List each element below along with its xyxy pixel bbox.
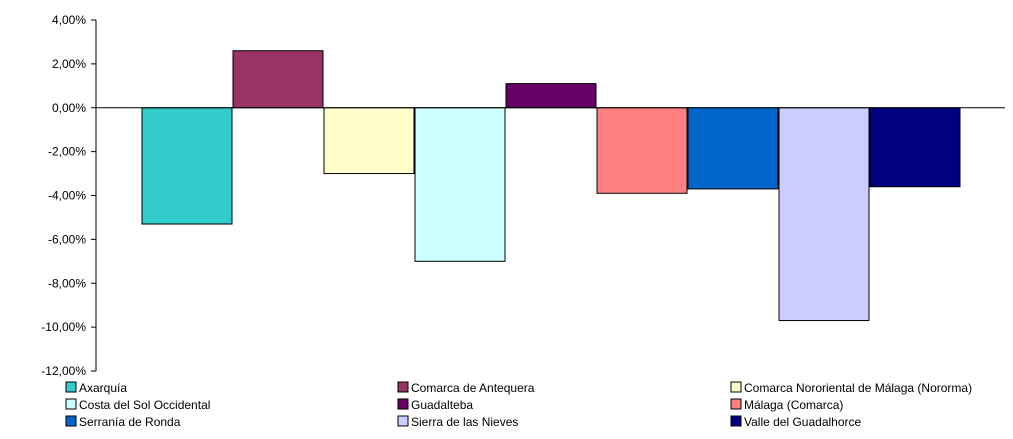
- bar: [687, 107, 779, 190]
- legend-swatch: [65, 415, 77, 427]
- legend-label: Guadalteba: [411, 398, 473, 412]
- legend-swatch: [397, 415, 409, 427]
- y-tick-label: -8,00%: [48, 276, 86, 290]
- legend-swatch: [730, 381, 742, 393]
- legend-swatch: [65, 381, 77, 393]
- legend-label: Comarca de Antequera: [411, 381, 535, 395]
- bar: [232, 50, 324, 109]
- legend-swatch: [730, 398, 742, 410]
- bars-group: [141, 50, 961, 322]
- bar: [414, 107, 506, 262]
- bar: [505, 83, 597, 109]
- legend: Axarquía Comarca de Antequera Comarca Noro…: [65, 381, 972, 429]
- legend-label: Comarca Nororiental de Málaga (Nororma): [744, 381, 972, 395]
- y-tick-label: 4,00%: [52, 13, 86, 27]
- bar: [869, 107, 961, 188]
- y-tick-label: -12,00%: [41, 364, 86, 378]
- y-tick-label: 2,00%: [52, 57, 86, 71]
- bar: [323, 107, 415, 175]
- y-tick-label: -6,00%: [48, 232, 86, 246]
- y-tick-label: 0,00%: [52, 101, 86, 115]
- legend-label: Valle del Guadalhorce: [744, 415, 862, 429]
- y-tick-label: -2,00%: [48, 145, 86, 159]
- legend-label: Costa del Sol Occidental: [79, 398, 210, 412]
- y-tick-label: -10,00%: [41, 320, 86, 334]
- y-axis: 4,00% 2,00% 0,00% -2,00% -4,00% -6,00% -8,00% -…: [41, 13, 97, 378]
- legend-swatch: [65, 398, 77, 410]
- bar: [596, 107, 688, 194]
- bar: [141, 107, 233, 225]
- legend-label: Sierra de las Nieves: [411, 415, 518, 429]
- legend-label: Axarquía: [79, 381, 127, 395]
- legend-swatch: [397, 381, 409, 393]
- legend-label: Serranía de Ronda: [79, 415, 181, 429]
- legend-swatch: [397, 398, 409, 410]
- y-tick-label: -4,00%: [48, 189, 86, 203]
- legend-label: Málaga (Comarca): [744, 398, 843, 412]
- bar: [778, 107, 870, 322]
- legend-swatch: [730, 415, 742, 427]
